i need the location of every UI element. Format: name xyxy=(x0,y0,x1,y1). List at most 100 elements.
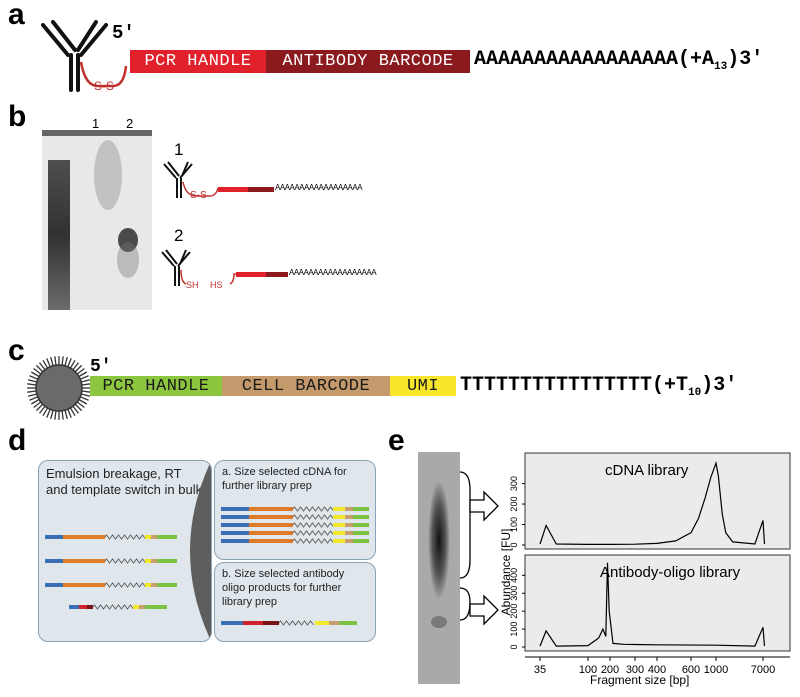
x-tick-label: 400 xyxy=(648,664,666,675)
strand-segment xyxy=(249,539,293,543)
strand-segment xyxy=(353,531,369,535)
x-tick-label: 1000 xyxy=(704,664,728,675)
bead-spike xyxy=(27,390,37,393)
bulk-box-text: Emulsion breakage, RT and template switc… xyxy=(46,466,203,497)
x-tick-label: 300 xyxy=(626,664,644,675)
strand-segment xyxy=(345,523,353,527)
strand-segment xyxy=(249,515,293,519)
bead-spike xyxy=(72,405,79,414)
lane-1-label: 1 xyxy=(92,116,100,131)
strand-segment xyxy=(345,515,353,519)
bead-spike xyxy=(74,403,83,412)
y-tick-label: 400 xyxy=(509,568,519,583)
strand-segment xyxy=(151,535,157,539)
strand-segment xyxy=(221,523,249,527)
panel-d-letter: d xyxy=(8,424,27,457)
polyt-subscript: 10 xyxy=(688,387,702,399)
polyt-end: )3′ xyxy=(701,374,738,397)
antibody-oligo-strand xyxy=(221,620,357,626)
bead-spike xyxy=(50,356,54,366)
strand-segment xyxy=(145,559,151,563)
panel-c-letter: c xyxy=(8,334,25,367)
strand-segment xyxy=(145,605,167,609)
bead-icon xyxy=(27,356,91,420)
bead-spike xyxy=(76,401,85,408)
chart-svg: cDNA library 0 100 200 300 Antibody-oligo lib… xyxy=(509,452,791,675)
polya-end: )3′ xyxy=(727,48,764,71)
disulfide-label: S-S xyxy=(94,79,115,93)
strand-segment xyxy=(151,583,157,587)
bead-spike xyxy=(78,371,88,378)
bead-spike xyxy=(81,390,91,393)
strand-segment xyxy=(329,621,339,625)
bead-spike xyxy=(29,375,38,380)
strand-segment xyxy=(353,507,369,511)
strand-segment xyxy=(87,605,93,609)
strand-segment xyxy=(333,539,345,543)
panel-a-letter: a xyxy=(8,0,25,31)
strand-segment xyxy=(63,583,105,587)
bead-spike xyxy=(46,409,51,418)
strand-segment xyxy=(353,523,369,527)
bead-spike xyxy=(42,359,49,369)
strand-segment xyxy=(243,621,263,625)
strand-segment xyxy=(221,507,249,511)
y-tick-label: 200 xyxy=(509,604,519,619)
strand-polyt xyxy=(292,538,334,544)
bead-spike xyxy=(81,393,91,397)
cdna-box-text: a. Size selected cDNA for further librar… xyxy=(222,466,347,492)
plot-area xyxy=(524,452,791,550)
strand-polyt xyxy=(104,534,146,540)
bead-spike xyxy=(33,401,42,408)
strand-segment xyxy=(345,507,353,511)
strand-segment xyxy=(221,531,249,535)
bead-spike xyxy=(30,398,40,405)
five-prime-label: 5′ xyxy=(112,22,135,44)
strand-segment xyxy=(263,621,279,625)
strand-segment xyxy=(249,507,293,511)
strand-segment xyxy=(151,559,157,563)
strand-segment xyxy=(339,621,357,625)
pcr-handle-segment-c: PCR HANDLE xyxy=(90,376,222,396)
strand-segment xyxy=(45,535,63,539)
series-line xyxy=(539,562,766,647)
bead-spike xyxy=(27,383,37,386)
bead-spike xyxy=(54,410,57,420)
y-tick-label: 100 xyxy=(509,622,519,637)
strand-polyt xyxy=(292,522,334,528)
strand-segment xyxy=(345,531,353,535)
y-tick-label: 300 xyxy=(509,586,519,601)
polyt-sequence: TTTTTTTTTTTTTTTT(+T xyxy=(460,374,689,397)
x-tick-label: 35 xyxy=(534,664,546,675)
strand-polyt xyxy=(104,582,146,588)
x-tick-label: 7000 xyxy=(751,664,775,675)
chart-title: cDNA library xyxy=(605,462,689,479)
cdna-strands xyxy=(221,506,369,544)
bead-spike xyxy=(50,410,54,420)
bead-spike xyxy=(81,383,91,386)
strand-segment xyxy=(353,515,369,519)
bead-spike xyxy=(76,368,85,375)
strand-segment xyxy=(69,605,79,609)
panel-e-letter: e xyxy=(388,424,405,457)
bead-spike xyxy=(39,405,46,414)
bead-spike xyxy=(72,362,79,371)
antibody-icon-1 xyxy=(163,161,274,198)
construct-1-link: S-S xyxy=(190,190,207,201)
bead-surface xyxy=(190,461,211,641)
strand-polyt xyxy=(292,530,334,536)
strand-segment xyxy=(249,523,293,527)
bead-spike xyxy=(69,359,76,369)
strand-polyt xyxy=(292,506,334,512)
polyt-tail: TTTTTTTTTTTTTTTT(+T10)3′ xyxy=(460,374,737,399)
antibody-icon xyxy=(41,20,128,92)
umi-segment: UMI xyxy=(390,376,456,396)
bracket-arrows xyxy=(459,471,499,626)
bulk-box: Emulsion breakage, RT and template switc… xyxy=(38,460,212,642)
gel-image xyxy=(42,130,152,310)
polya-tail: AAAAAAAAAAAAAAAAA(+A13)3′ xyxy=(474,48,763,73)
strand-segment xyxy=(145,583,151,587)
x-axis-label: Fragment size [bp] xyxy=(590,673,690,687)
bead-spike xyxy=(81,379,91,383)
antibody-barcode-segment: ANTIBODY BARCODE xyxy=(266,50,470,73)
